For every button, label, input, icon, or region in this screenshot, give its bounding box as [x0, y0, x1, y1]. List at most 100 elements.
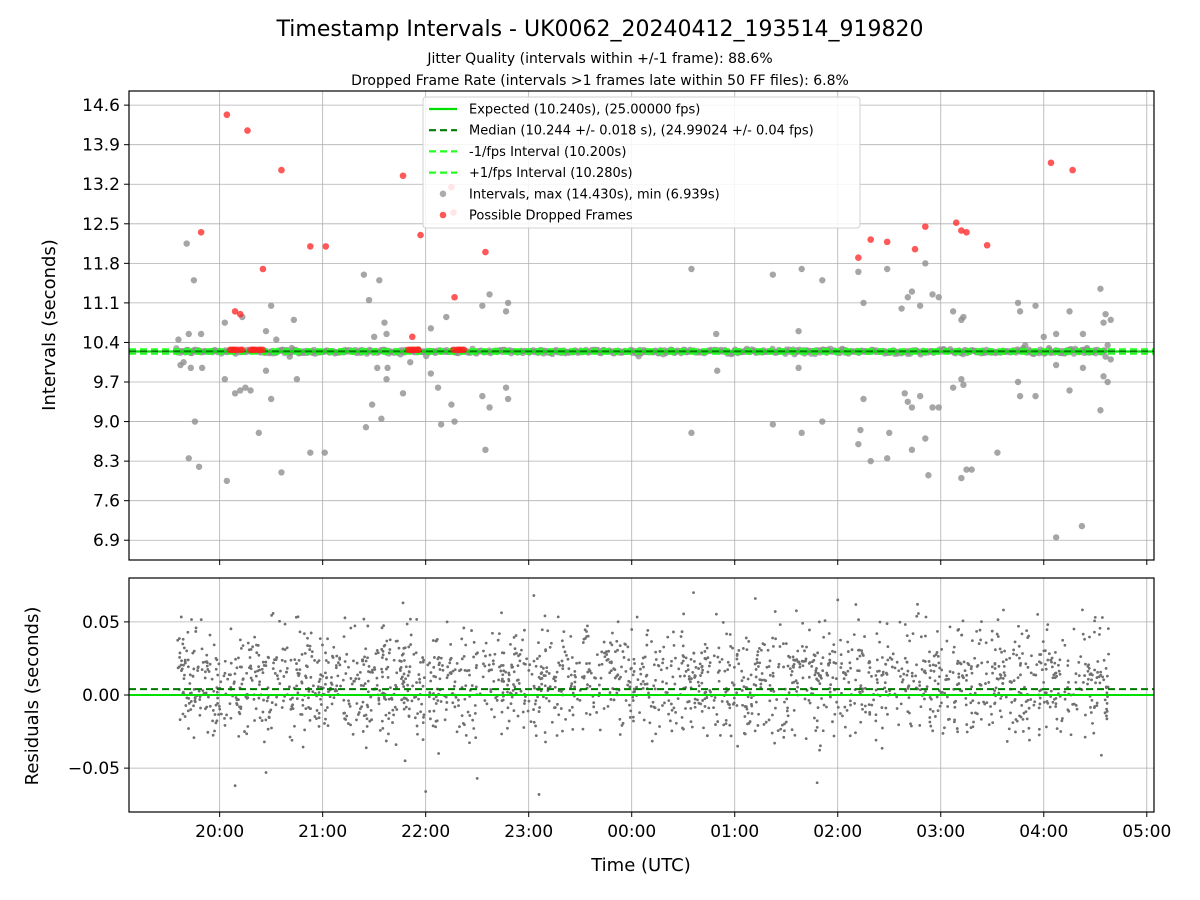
y-tick-label: 0.00 — [82, 686, 120, 706]
residual-point — [929, 697, 933, 701]
residual-point — [573, 680, 577, 684]
residual-point — [796, 685, 800, 689]
residual-point — [1004, 695, 1008, 699]
residual-point — [205, 653, 209, 657]
residual-point — [183, 661, 187, 665]
residual-point — [223, 659, 227, 663]
residual-point — [931, 663, 935, 667]
residual-point — [1047, 652, 1051, 656]
residual-point — [599, 676, 603, 680]
residual-point — [661, 704, 664, 707]
residual-point — [437, 752, 441, 755]
residual-point — [1089, 672, 1093, 676]
residual-point — [875, 632, 879, 636]
residual-point — [291, 696, 294, 700]
interval-point — [273, 336, 280, 343]
residual-point — [740, 679, 744, 683]
residual-point — [667, 699, 671, 703]
interval-point — [958, 375, 965, 383]
residual-point — [414, 695, 418, 699]
residual-point — [509, 702, 513, 706]
residual-point — [481, 675, 485, 679]
residual-point — [639, 667, 642, 671]
residual-point — [516, 714, 520, 718]
residual-point — [436, 657, 440, 661]
residual-point — [786, 664, 790, 668]
residual-point — [211, 719, 215, 723]
residual-point — [246, 696, 250, 700]
residual-point — [461, 721, 465, 725]
residual-point — [885, 622, 889, 626]
residual-point — [215, 719, 219, 723]
residual-point — [540, 628, 544, 632]
residual-point — [404, 677, 408, 681]
residual-point — [562, 645, 565, 649]
residual-point — [843, 671, 847, 675]
residual-point — [957, 672, 961, 676]
residual-point — [462, 654, 466, 658]
residual-point — [608, 641, 612, 645]
residual-point — [1044, 725, 1048, 729]
residual-point — [912, 679, 916, 683]
residual-point — [381, 727, 385, 730]
interval-point — [1022, 342, 1029, 349]
residual-point — [361, 700, 365, 704]
residual-point — [757, 647, 761, 650]
residual-point — [635, 685, 638, 689]
residual-point — [661, 680, 665, 684]
residual-point — [821, 729, 825, 733]
residual-point — [258, 716, 262, 720]
residual-point — [735, 691, 739, 695]
residual-point — [233, 672, 237, 676]
residual-point — [1096, 660, 1100, 663]
residual-point — [216, 673, 220, 677]
residual-point — [656, 663, 660, 667]
residual-point — [518, 659, 522, 663]
residual-point — [905, 660, 909, 664]
residual-point — [413, 716, 417, 720]
residual-point — [918, 684, 922, 687]
residual-point — [886, 645, 890, 649]
legend-label: Expected (10.240s), (25.00000 fps) — [469, 103, 700, 118]
residual-point — [429, 671, 433, 674]
residual-point — [1091, 721, 1094, 725]
residual-point — [932, 654, 936, 658]
residual-point — [1001, 682, 1005, 685]
residual-point — [821, 669, 825, 673]
interval-point — [883, 265, 891, 273]
residual-point — [715, 712, 719, 716]
residual-point — [940, 701, 943, 705]
dropped-frame-point — [259, 265, 267, 273]
dropped-frame-point — [399, 172, 407, 180]
residual-point — [278, 682, 282, 685]
residual-point — [375, 649, 379, 652]
residual-point — [672, 630, 675, 634]
residual-point — [539, 672, 543, 675]
residual-point — [240, 665, 243, 669]
residual-point — [377, 696, 381, 700]
residual-point — [581, 727, 585, 731]
legend-label: -1/fps Interval (10.200s) — [469, 145, 626, 160]
residual-point — [547, 699, 551, 703]
residual-point — [918, 680, 921, 684]
residual-point — [940, 647, 944, 651]
residual-point — [1018, 656, 1021, 660]
residual-point — [701, 699, 705, 702]
interval-point — [191, 418, 199, 425]
residual-point — [1027, 726, 1031, 730]
residual-point — [586, 670, 590, 674]
residual-point — [662, 645, 666, 649]
residual-point — [1042, 700, 1046, 704]
residual-point — [235, 703, 239, 707]
interval-point — [901, 390, 908, 397]
residual-point — [563, 650, 567, 654]
residual-point — [385, 639, 389, 643]
residual-point — [370, 718, 374, 722]
residual-point — [846, 650, 850, 653]
residual-point — [455, 730, 459, 734]
interval-point — [267, 395, 275, 403]
residual-point — [181, 712, 185, 716]
residual-point — [407, 715, 411, 718]
residual-point — [264, 660, 268, 664]
residual-point — [600, 662, 604, 666]
